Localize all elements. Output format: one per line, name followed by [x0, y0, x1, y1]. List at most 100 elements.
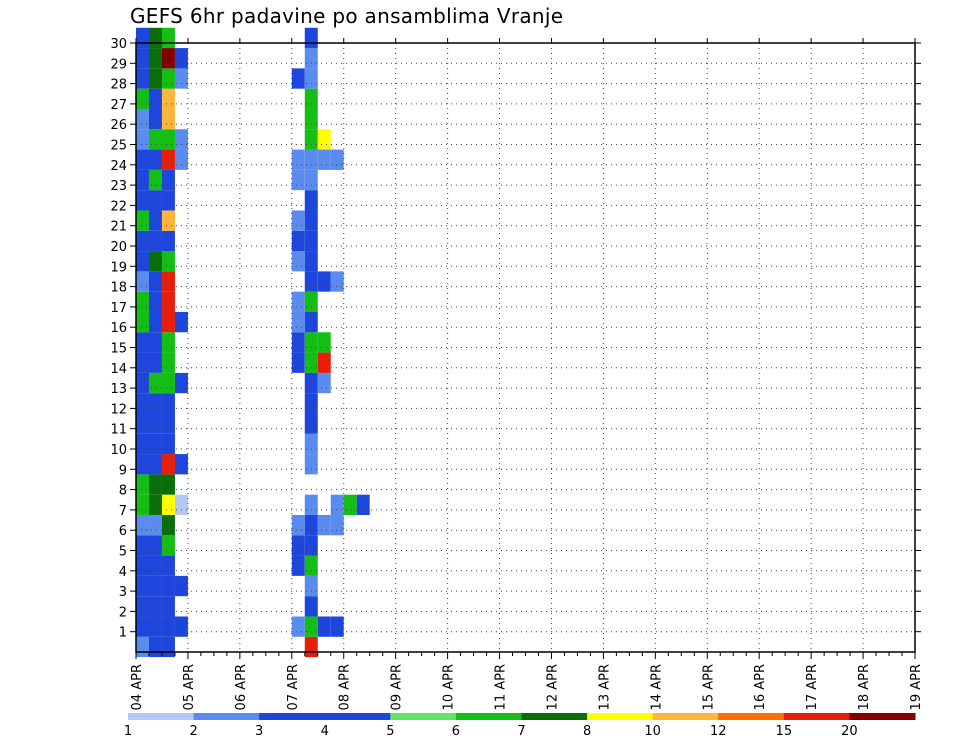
heatmap-cell	[148, 372, 162, 394]
heatmap-cell	[136, 454, 149, 475]
heatmap-cell	[136, 230, 149, 252]
heatmap-cell	[148, 27, 162, 49]
heatmap-cell	[291, 311, 305, 333]
heatmap-cell	[174, 48, 188, 69]
heatmap-cell	[161, 251, 175, 272]
heatmap-cell	[148, 108, 162, 130]
heatmap-cell	[304, 372, 318, 394]
heatmap-cell	[161, 575, 175, 597]
heatmap-cell	[136, 433, 149, 455]
heatmap-cell	[291, 535, 305, 556]
heatmap-cell	[148, 291, 162, 312]
heatmap-cell	[317, 332, 331, 353]
y-tick-label: 28	[110, 78, 127, 93]
heatmap-cell	[304, 169, 318, 191]
y-tick-label: 17	[110, 301, 127, 316]
heatmap-cell	[174, 68, 188, 89]
colorbar-swatch	[783, 713, 850, 720]
heatmap-cell	[291, 169, 305, 191]
colorbar-swatch	[193, 713, 260, 720]
heatmap-cell	[291, 230, 305, 252]
y-tick-label: 14	[110, 362, 127, 377]
y-tick-label: 26	[110, 118, 127, 133]
x-tick-label: 14 APR	[649, 664, 664, 710]
heatmap-cell	[161, 27, 175, 49]
heatmap-cells	[136, 27, 370, 658]
heatmap-cell	[148, 68, 162, 89]
x-tick-label: 16 APR	[753, 664, 768, 710]
x-tick-label: 09 APR	[390, 664, 405, 710]
heatmap-cell	[136, 27, 149, 49]
heatmap-cell	[304, 535, 318, 556]
heatmap-cell	[136, 474, 149, 495]
heatmap-cell	[174, 129, 188, 150]
heatmap-cell	[148, 596, 162, 617]
heatmap-cell	[304, 494, 318, 515]
heatmap-cell	[161, 596, 175, 617]
chart-title: GEFS 6hr padavine po ansamblima Vranje	[130, 4, 564, 28]
heatmap-cell	[161, 108, 175, 130]
heatmap-cell	[148, 230, 162, 252]
heatmap-cell	[136, 596, 149, 617]
heatmap-cell	[136, 48, 149, 69]
colorbar-label: 5	[386, 724, 394, 739]
y-tick-label: 7	[119, 504, 127, 519]
heatmap-cell	[148, 190, 162, 211]
y-tick-label: 29	[110, 57, 127, 72]
heatmap-cell	[304, 413, 318, 434]
heatmap-cell	[161, 190, 175, 211]
colorbar-label: 12	[710, 724, 727, 739]
heatmap-cell	[304, 636, 318, 658]
heatmap-cell	[136, 291, 149, 312]
y-tick-label: 8	[119, 484, 127, 499]
heatmap-cell	[291, 555, 305, 576]
heatmap-cell	[161, 393, 175, 414]
y-tick-label: 27	[110, 98, 127, 113]
heatmap-cell	[136, 616, 149, 637]
y-tick-label: 24	[110, 159, 127, 174]
colorbar-label: 2	[189, 724, 197, 739]
heatmap-cell	[136, 311, 149, 333]
y-tick-label: 13	[110, 382, 127, 397]
y-tick-label: 18	[110, 281, 127, 296]
heatmap-cell	[148, 251, 162, 272]
heatmap-cell	[317, 372, 331, 394]
heatmap-cell	[317, 149, 331, 170]
heatmap-cell	[317, 616, 331, 637]
heatmap-cell	[136, 636, 149, 658]
heatmap-cell	[148, 311, 162, 333]
heatmap-cell	[136, 555, 149, 576]
heatmap-cell	[304, 514, 318, 536]
x-tick-label: 17 APR	[805, 664, 820, 710]
heatmap-cell	[174, 372, 188, 394]
x-tick-label: 07 APR	[286, 664, 301, 710]
heatmap-cell	[161, 433, 175, 455]
x-tick-label: 08 APR	[338, 664, 353, 710]
heatmap-cell	[304, 291, 318, 312]
heatmap-cell	[136, 251, 149, 272]
heatmap-cell	[148, 48, 162, 69]
heatmap-cell	[136, 494, 149, 515]
heatmap-cell	[161, 230, 175, 252]
heatmap-cell	[304, 190, 318, 211]
y-tick-label: 9	[119, 463, 127, 478]
heatmap-cell	[148, 636, 162, 658]
heatmap-cell	[136, 149, 149, 170]
heatmap-cell	[161, 636, 175, 658]
y-tick-label: 19	[110, 260, 127, 275]
heatmap-cell	[161, 494, 175, 515]
colorbar-swatch	[587, 713, 654, 720]
heatmap-cell	[136, 575, 149, 597]
heatmap-cell	[148, 169, 162, 191]
heatmap-cell	[291, 210, 305, 231]
heatmap-cell	[304, 596, 318, 617]
heatmap-cell	[161, 169, 175, 191]
heatmap-cell	[136, 271, 149, 292]
plot-frame	[135, 42, 916, 653]
heatmap-cell	[174, 575, 188, 597]
colorbar: 1 2 3 4 5 6 7 8 10 12 15 20	[124, 713, 916, 739]
heatmap-cell	[148, 393, 162, 414]
colorbar-swatch	[259, 713, 326, 720]
colorbar-label: 20	[841, 724, 858, 739]
